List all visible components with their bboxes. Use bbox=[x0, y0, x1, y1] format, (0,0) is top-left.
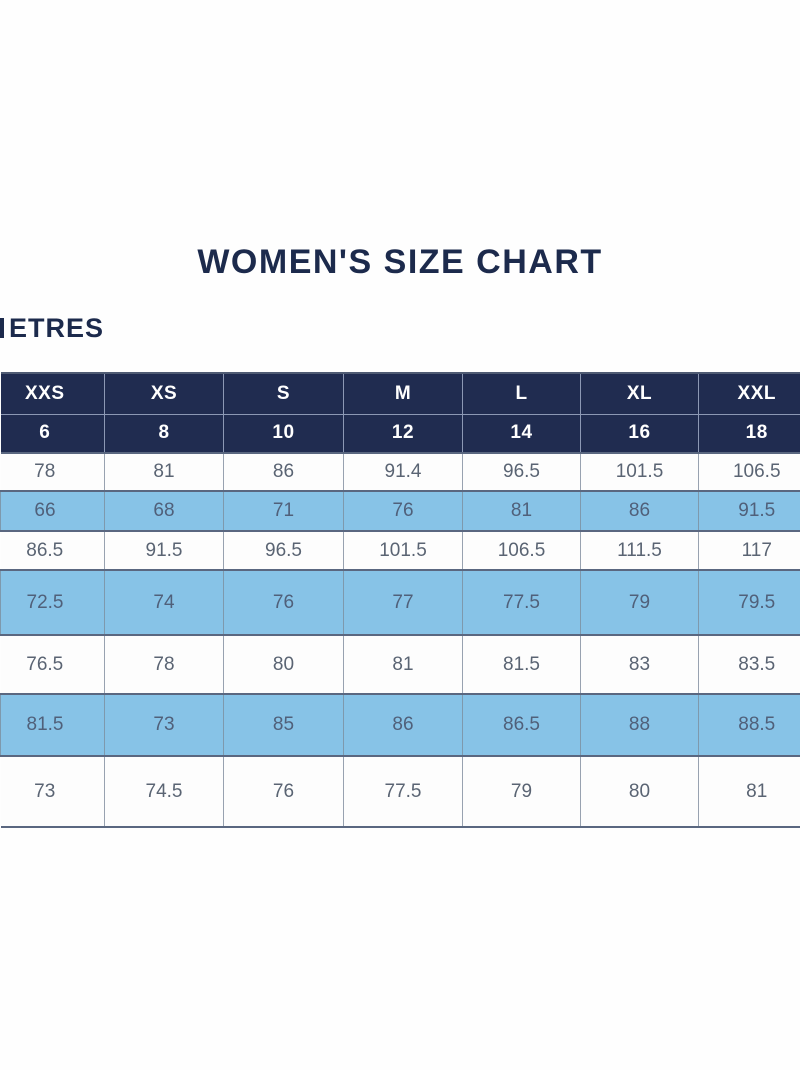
measurement-cell: 85 bbox=[223, 693, 344, 756]
measurement-cell: 80 bbox=[580, 755, 699, 827]
table-row: 78 81 86 91.4 96.5 101.5 106.5 bbox=[0, 452, 800, 491]
measurement-cell: 106.5 bbox=[462, 530, 581, 570]
units-label: ETRES bbox=[0, 313, 104, 344]
measurement-cell: 77 bbox=[343, 569, 463, 635]
header-row-numeric-sizes: 6 8 10 12 14 16 18 bbox=[0, 413, 800, 453]
measurement-cell: 76 bbox=[223, 569, 344, 635]
measurement-cell: 86.5 bbox=[462, 693, 581, 756]
table-row: 73 74.5 76 77.5 79 80 81 bbox=[0, 755, 800, 827]
numeric-size-header: 18 bbox=[698, 413, 800, 453]
size-col-header: L bbox=[462, 373, 581, 414]
measurement-cell: 71 bbox=[223, 490, 344, 531]
size-col-header: XL bbox=[580, 373, 699, 414]
measurement-cell: 73 bbox=[0, 755, 105, 827]
size-col-header: XXS bbox=[0, 373, 105, 414]
table-row: 76.5 78 80 81 81.5 83 83.5 bbox=[0, 634, 800, 694]
measurement-cell: 111.5 bbox=[580, 530, 699, 570]
measurement-cell: 91.5 bbox=[104, 530, 224, 570]
numeric-size-header: 10 bbox=[223, 413, 344, 453]
numeric-size-header: 12 bbox=[343, 413, 463, 453]
table-row: 86.5 91.5 96.5 101.5 106.5 111.5 117 bbox=[0, 530, 800, 570]
measurement-cell: 78 bbox=[104, 634, 224, 694]
measurement-cell: 77.5 bbox=[343, 755, 463, 827]
measurement-cell: 91.5 bbox=[698, 490, 800, 531]
measurement-cell: 79 bbox=[462, 755, 581, 827]
measurement-cell: 66 bbox=[0, 490, 105, 531]
measurement-cell: 81.5 bbox=[462, 634, 581, 694]
measurement-cell: 101.5 bbox=[343, 530, 463, 570]
measurement-cell: 101.5 bbox=[580, 452, 699, 491]
size-chart-table: XXS XS S M L XL XXL 6 8 10 12 14 16 18 7… bbox=[0, 372, 800, 828]
measurement-cell: 72.5 bbox=[0, 569, 105, 635]
measurement-cell: 76.5 bbox=[0, 634, 105, 694]
measurement-cell: 91.4 bbox=[343, 452, 463, 491]
page-title: WOMEN'S SIZE CHART bbox=[197, 243, 603, 281]
numeric-size-header: 16 bbox=[580, 413, 699, 453]
size-col-header: S bbox=[223, 373, 344, 414]
size-col-header: XXL bbox=[698, 373, 800, 414]
measurement-cell: 86 bbox=[343, 693, 463, 756]
measurement-cell: 74 bbox=[104, 569, 224, 635]
measurement-cell: 96.5 bbox=[223, 530, 344, 570]
measurement-cell: 80 bbox=[223, 634, 344, 694]
measurement-cell: 79.5 bbox=[698, 569, 800, 635]
measurement-cell: 88 bbox=[580, 693, 699, 756]
measurement-cell: 86 bbox=[580, 490, 699, 531]
measurement-cell: 83 bbox=[580, 634, 699, 694]
size-col-header: M bbox=[343, 373, 463, 414]
measurement-cell: 79 bbox=[580, 569, 699, 635]
header-row-size-labels: XXS XS S M L XL XXL bbox=[0, 373, 800, 414]
measurement-cell: 88.5 bbox=[698, 693, 800, 756]
numeric-size-header: 6 bbox=[0, 413, 105, 453]
measurement-cell: 86 bbox=[223, 452, 344, 491]
table-row: 72.5 74 76 77 77.5 79 79.5 bbox=[0, 569, 800, 635]
numeric-size-header: 8 bbox=[104, 413, 224, 453]
measurement-cell: 76 bbox=[343, 490, 463, 531]
measurement-cell: 81 bbox=[462, 490, 581, 531]
measurement-cell: 68 bbox=[104, 490, 224, 531]
table-row: 66 68 71 76 81 86 91.5 bbox=[0, 490, 800, 531]
measurement-cell: 106.5 bbox=[698, 452, 800, 491]
size-col-header: XS bbox=[104, 373, 224, 414]
measurement-cell: 81 bbox=[104, 452, 224, 491]
measurement-cell: 83.5 bbox=[698, 634, 800, 694]
measurement-cell: 96.5 bbox=[462, 452, 581, 491]
measurement-cell: 81.5 bbox=[0, 693, 105, 756]
numeric-size-header: 14 bbox=[462, 413, 581, 453]
measurement-cell: 76 bbox=[223, 755, 344, 827]
measurement-cell: 86.5 bbox=[0, 530, 105, 570]
measurement-cell: 77.5 bbox=[462, 569, 581, 635]
table-row: 81.5 73 85 86 86.5 88 88.5 bbox=[0, 693, 800, 756]
units-label-text: ETRES bbox=[9, 313, 105, 343]
measurement-cell: 74.5 bbox=[104, 755, 224, 827]
measurement-cell: 73 bbox=[104, 693, 224, 756]
measurement-cell: 78 bbox=[0, 452, 105, 491]
measurement-cell: 117 bbox=[698, 530, 800, 570]
cut-letter-fragment bbox=[0, 318, 4, 338]
measurement-cell: 81 bbox=[698, 755, 800, 827]
measurement-cell: 81 bbox=[343, 634, 463, 694]
